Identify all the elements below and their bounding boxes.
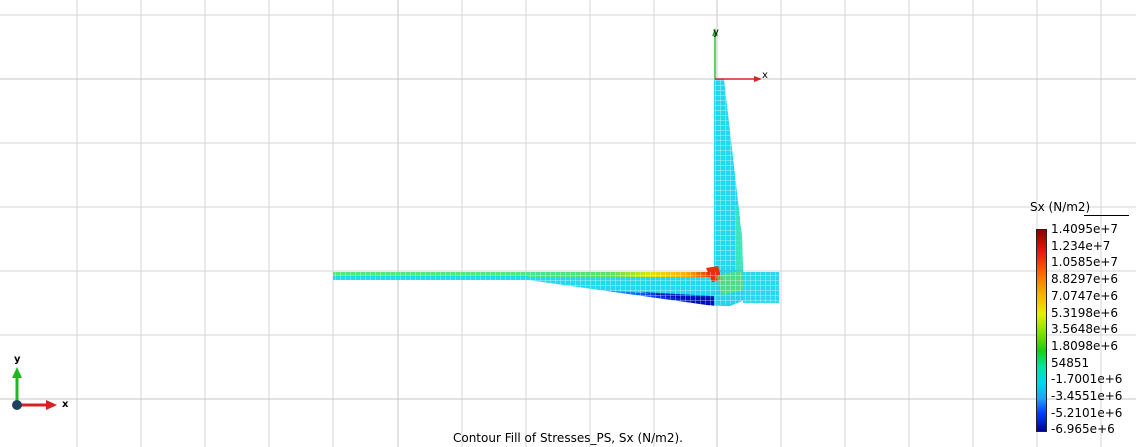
plot-caption: Contour Fill of Stresses_PS, Sx (N/m2). [452,431,683,445]
fe-model[interactable] [333,79,779,306]
global-axis-x-label: x [62,399,69,410]
global-axis-y-label: y [14,354,21,365]
legend-tick-label: -3.4551e+6 [1051,389,1123,403]
legend-tick-label: 1.8098e+6 [1051,338,1119,353]
legend-tick-label: 7.0747e+6 [1051,288,1119,303]
wall-stem-stress-edge [735,200,743,270]
legend-title: Sx (N/m2) [1030,200,1091,214]
legend-tick-label: 1.234e+7 [1051,238,1111,253]
legend-tick-label: 54851 [1051,355,1090,370]
legend-tick-label: -6.965e+6 [1051,422,1115,437]
local-axis-x-label: x [762,70,768,81]
legend-tick-label: 1.4095e+7 [1051,222,1119,236]
legend-tick-label: -5.2101e+6 [1051,405,1123,420]
legend-tick-label: 3.5648e+6 [1051,322,1119,337]
global-axis-triad: y x [12,354,69,410]
mesh-overlay [333,272,779,306]
legend-title-underline [1084,215,1129,216]
local-axes: y x [712,27,768,82]
legend-color-bar [1036,229,1047,432]
legend-tick-label: -1.7001e+6 [1051,372,1123,387]
legend-tick-label: 5.3198e+6 [1051,305,1119,320]
local-axis-y-label: y [713,27,719,38]
legend-tick-label: 1.0585e+7 [1051,255,1119,270]
contour-legend: Sx (N/m2) 1.4095e+7 1.234e+7 1.0585e+7 8.82… [1030,198,1134,438]
legend-tick-label: 8.8297e+6 [1051,272,1119,287]
